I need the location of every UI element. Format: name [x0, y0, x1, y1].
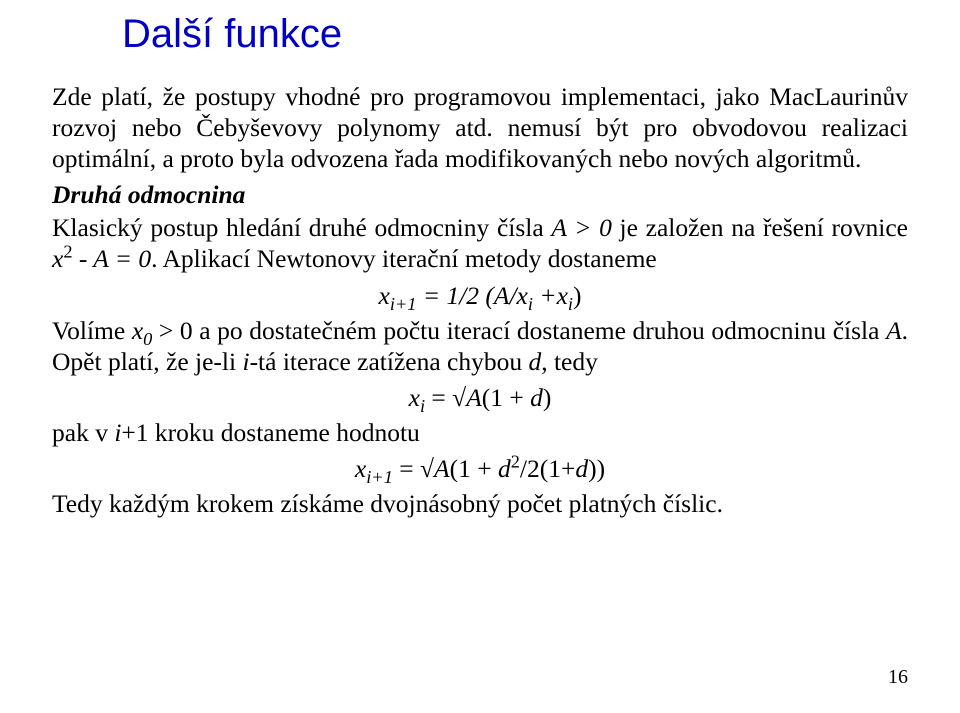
- text-run: Volíme: [52, 316, 132, 345]
- math-var: A: [886, 316, 902, 345]
- paragraph-then-step: pak v i+1 kroku dostaneme hodnotu: [52, 417, 908, 448]
- text-run: +1 kroku dostaneme hodnotu: [121, 418, 419, 447]
- math-inline: - A = 0: [73, 244, 152, 273]
- paragraph-choose-x0: Volíme x0 > 0 a po dostatečném počtu ite…: [52, 315, 908, 377]
- math-var: x: [52, 244, 63, 273]
- math-var: x: [355, 454, 366, 483]
- math-run: = √: [425, 383, 466, 412]
- math-run: +x: [533, 281, 568, 310]
- math-sub: 0: [143, 329, 152, 349]
- math-sup: 2: [511, 451, 520, 471]
- math-run: = 1/2 (A/x: [416, 281, 527, 310]
- math-run: /2(1+: [520, 454, 575, 483]
- paragraph-conclusion: Tedy každým krokem získáme dvojnásobný p…: [52, 488, 908, 519]
- equation-next-step: xi+1 = √A(1 + d2/2(1+d)): [52, 454, 908, 484]
- math-sup: 2: [63, 242, 72, 262]
- math-var: i: [242, 347, 249, 376]
- text-run: , tedy: [541, 347, 598, 376]
- math-run: (1 +: [482, 383, 530, 412]
- math-inline: A > 0: [551, 213, 611, 242]
- math-var: A: [466, 383, 482, 412]
- text-run: > 0 a po dostatečném počtu iterací dosta…: [152, 316, 886, 345]
- math-var: A: [434, 454, 450, 483]
- equation-error: xi = √A(1 + d): [52, 383, 908, 413]
- text-run: pak v: [52, 418, 114, 447]
- math-var: d: [498, 454, 511, 483]
- math-var: d: [575, 454, 588, 483]
- text-run: je založen na řešení rovnice: [612, 213, 908, 242]
- slide-page: Další funkce Zde platí, že postupy vhodn…: [0, 0, 960, 713]
- text-run: Klasický postup hledání druhé odmocniny …: [52, 213, 551, 242]
- paragraph-intro: Zde platí, že postupy vhodné pro program…: [52, 81, 908, 174]
- math-run: = √: [393, 454, 434, 483]
- math-run: ): [543, 383, 552, 412]
- text-run: -tá iterace zatížena chybou: [250, 347, 529, 376]
- math-var: d: [530, 383, 543, 412]
- subheading-sqrt: Druhá odmocnina: [52, 180, 908, 210]
- math-sub: i+1: [390, 294, 417, 314]
- math-var: d: [528, 347, 541, 376]
- math-sub: i+1: [366, 467, 393, 487]
- math-run: ): [573, 281, 582, 310]
- equation-newton: xi+1 = 1/2 (A/xi +xi): [52, 281, 908, 311]
- math-var: x: [409, 383, 420, 412]
- text-run: . Aplikací Newtonovy iterační metody dos…: [151, 244, 657, 273]
- math-run: )): [588, 454, 605, 483]
- page-number: 16: [888, 666, 908, 689]
- paragraph-sqrt-desc: Klasický postup hledání druhé odmocniny …: [52, 212, 908, 274]
- slide-title: Další funkce: [122, 12, 908, 57]
- math-var: x: [378, 281, 389, 310]
- math-run: (1 +: [450, 454, 498, 483]
- math-var: x: [132, 316, 143, 345]
